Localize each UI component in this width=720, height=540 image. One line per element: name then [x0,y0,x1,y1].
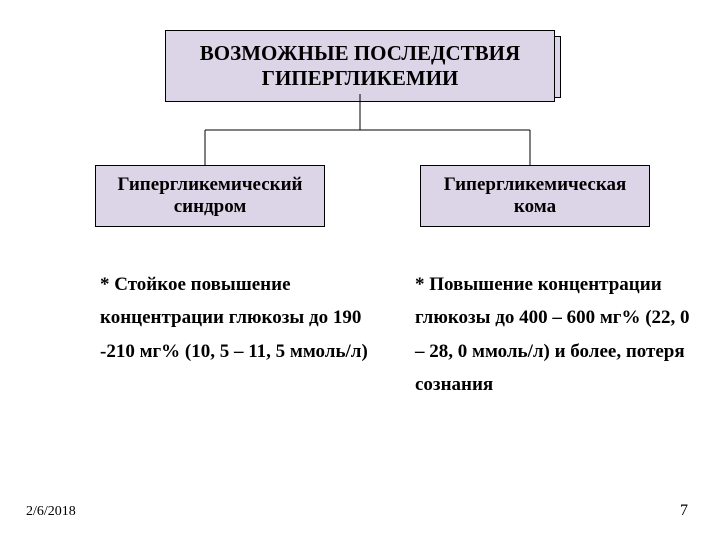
title-line1: ВОЗМОЖНЫЕ ПОСЛЕДСТВИЯ [200,41,520,65]
right-body-text: * Повышение концентрации глюкозы до 400 … [415,268,695,401]
right-box-line2: кома [514,196,556,217]
right-box: Гипергликемическая кома [420,165,650,227]
footer-date: 2/6/2018 [26,504,76,520]
left-box: Гипергликемический синдром [95,165,325,227]
left-box-line1: Гипергликемический [118,174,303,195]
right-box-line1: Гипергликемическая [444,174,627,195]
left-body-text: * Стойкое повышение концентрации глюкозы… [100,268,380,368]
title-line2: ГИПЕРГЛИКЕМИИ [262,66,459,90]
title-box: ВОЗМОЖНЫЕ ПОСЛЕДСТВИЯ ГИПЕРГЛИКЕМИИ [165,30,555,102]
footer-page: 7 [680,502,688,520]
left-box-line2: синдром [174,196,247,217]
